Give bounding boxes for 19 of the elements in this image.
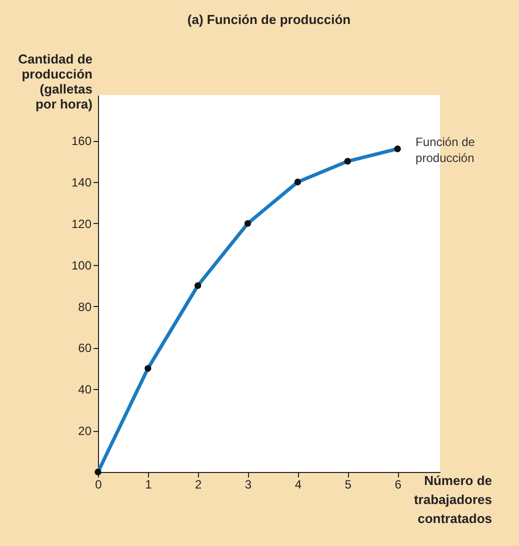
series-label: Función de producción xyxy=(416,134,476,165)
x-tick-label: 3 xyxy=(244,478,252,492)
x-tick-label: 4 xyxy=(294,478,302,492)
x-tick-label: 1 xyxy=(145,478,152,492)
x-tick-label: 0 xyxy=(95,478,102,492)
y-tick-label: 120 xyxy=(71,216,92,231)
y-tick-label: 20 xyxy=(78,424,92,438)
y-tick-label: 100 xyxy=(71,258,92,272)
x-tick-label: 2 xyxy=(195,478,202,492)
y-tick-label: 160 xyxy=(71,134,92,148)
y-tick-label: 80 xyxy=(78,300,92,314)
x-tick-label: 6 xyxy=(394,478,402,492)
chart-title: (a) Función de producción xyxy=(187,12,351,27)
y-axis-title: Cantidad de producción (galletas por hora) xyxy=(18,52,93,112)
y-tick-label: 60 xyxy=(78,341,92,356)
x-tick-label: 5 xyxy=(344,478,352,492)
y-tick-label: 40 xyxy=(78,382,92,397)
y-tick-label: 140 xyxy=(71,176,92,190)
x-axis-title: Número de trabajadores contratados xyxy=(414,473,492,526)
